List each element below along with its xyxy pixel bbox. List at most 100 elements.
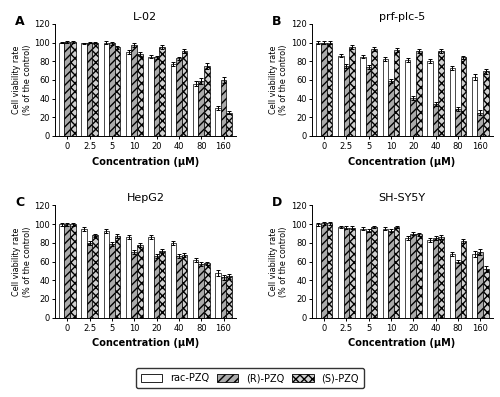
Bar bbox=[360, 56, 366, 136]
Bar bbox=[215, 108, 220, 136]
X-axis label: Concentration (μM): Concentration (μM) bbox=[92, 157, 199, 167]
Bar bbox=[114, 47, 120, 136]
Bar bbox=[316, 42, 321, 136]
Bar bbox=[226, 113, 232, 136]
Bar bbox=[132, 252, 137, 318]
Text: C: C bbox=[15, 197, 24, 210]
Bar bbox=[198, 264, 204, 318]
Bar bbox=[410, 98, 416, 136]
Bar bbox=[154, 58, 160, 136]
Title: prf-plc-5: prf-plc-5 bbox=[379, 12, 425, 22]
Bar bbox=[104, 42, 109, 136]
Bar bbox=[109, 244, 114, 318]
Bar bbox=[154, 256, 160, 318]
X-axis label: Concentration (μM): Concentration (μM) bbox=[348, 338, 456, 349]
Bar bbox=[460, 58, 466, 136]
Bar bbox=[64, 224, 70, 318]
Bar bbox=[81, 43, 87, 136]
Bar bbox=[132, 45, 137, 136]
Bar bbox=[338, 56, 344, 136]
Text: A: A bbox=[15, 15, 25, 28]
Bar bbox=[450, 68, 455, 136]
Bar bbox=[472, 77, 478, 136]
Bar bbox=[327, 42, 332, 136]
Bar bbox=[416, 235, 422, 318]
Bar bbox=[405, 238, 410, 318]
Title: SH-SY5Y: SH-SY5Y bbox=[378, 193, 426, 203]
Bar bbox=[70, 42, 75, 136]
Bar bbox=[438, 51, 444, 136]
X-axis label: Concentration (μM): Concentration (μM) bbox=[348, 157, 456, 167]
Bar bbox=[137, 245, 142, 318]
Bar bbox=[226, 276, 232, 318]
Bar bbox=[160, 47, 165, 136]
Bar bbox=[198, 81, 204, 136]
Bar bbox=[478, 252, 483, 318]
Bar bbox=[455, 262, 460, 318]
Bar bbox=[427, 240, 433, 318]
Bar bbox=[478, 113, 483, 136]
Y-axis label: Cell viability rate
(% of the control): Cell viability rate (% of the control) bbox=[12, 44, 32, 115]
Bar bbox=[64, 42, 70, 136]
Y-axis label: Cell viability rate
(% of the control): Cell viability rate (% of the control) bbox=[269, 44, 288, 115]
Bar bbox=[483, 269, 488, 318]
Bar bbox=[366, 231, 372, 318]
Y-axis label: Cell viability rate
(% of the control): Cell viability rate (% of the control) bbox=[269, 226, 288, 297]
Bar bbox=[204, 66, 210, 136]
Bar bbox=[182, 255, 187, 318]
Text: D: D bbox=[272, 197, 282, 210]
Bar bbox=[366, 67, 372, 136]
Bar bbox=[455, 109, 460, 136]
Bar bbox=[344, 228, 349, 318]
Bar bbox=[433, 104, 438, 136]
Bar bbox=[450, 254, 455, 318]
Bar bbox=[92, 42, 98, 136]
Bar bbox=[70, 224, 75, 318]
Bar bbox=[349, 228, 354, 318]
Bar bbox=[176, 58, 182, 136]
Bar bbox=[410, 233, 416, 318]
Bar bbox=[427, 61, 433, 136]
Bar bbox=[137, 54, 142, 136]
Bar bbox=[87, 42, 92, 136]
Legend: rac-PZQ, (R)-PZQ, (S)-PZQ: rac-PZQ, (R)-PZQ, (S)-PZQ bbox=[136, 368, 364, 388]
Bar bbox=[382, 59, 388, 136]
Bar bbox=[193, 84, 198, 136]
X-axis label: Concentration (μM): Concentration (μM) bbox=[92, 338, 199, 349]
Bar bbox=[460, 241, 466, 318]
Bar bbox=[416, 51, 422, 136]
Bar bbox=[59, 224, 64, 318]
Bar bbox=[104, 231, 109, 318]
Bar bbox=[204, 263, 210, 318]
Bar bbox=[220, 278, 226, 318]
Bar bbox=[160, 251, 165, 318]
Bar bbox=[349, 47, 354, 136]
Bar bbox=[372, 49, 377, 136]
Bar bbox=[388, 231, 394, 318]
Y-axis label: Cell viability rate
(% of the control): Cell viability rate (% of the control) bbox=[12, 226, 32, 297]
Bar bbox=[321, 42, 327, 136]
Bar bbox=[148, 56, 154, 136]
Bar bbox=[193, 260, 198, 318]
Bar bbox=[114, 236, 120, 318]
Bar bbox=[182, 51, 187, 136]
Bar bbox=[433, 238, 438, 318]
Bar bbox=[81, 229, 87, 318]
Bar bbox=[170, 243, 176, 318]
Bar bbox=[215, 273, 220, 318]
Bar bbox=[92, 235, 98, 318]
Title: HepG2: HepG2 bbox=[126, 193, 164, 203]
Bar bbox=[170, 64, 176, 136]
Bar bbox=[148, 237, 154, 318]
Bar bbox=[321, 223, 327, 318]
Bar bbox=[382, 229, 388, 318]
Bar bbox=[472, 254, 478, 318]
Title: L-02: L-02 bbox=[134, 12, 158, 22]
Bar bbox=[483, 71, 488, 136]
Bar bbox=[126, 237, 132, 318]
Bar bbox=[338, 227, 344, 318]
Bar bbox=[372, 227, 377, 318]
Bar bbox=[109, 43, 114, 136]
Text: B: B bbox=[272, 15, 281, 28]
Bar bbox=[87, 243, 92, 318]
